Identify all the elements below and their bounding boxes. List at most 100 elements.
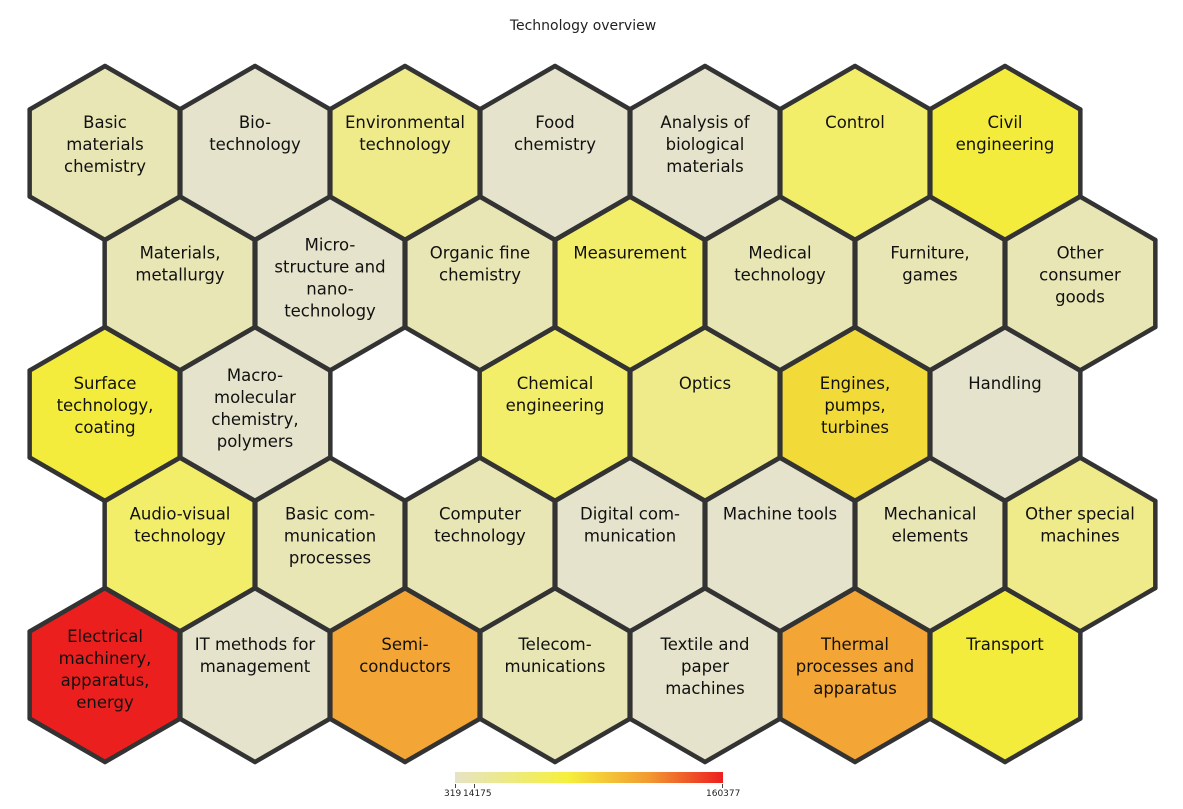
hex-label-line: Computer bbox=[439, 505, 521, 524]
hex-label-handling: Handling bbox=[968, 374, 1042, 393]
group-border-segment bbox=[627, 585, 708, 634]
hex-label-thermal-processes-and-apparatus: Thermal processes and apparatus bbox=[796, 635, 914, 698]
hex-label-line: coating bbox=[74, 418, 135, 437]
group-border-segment bbox=[252, 585, 333, 634]
hex-label-line: elements bbox=[892, 527, 969, 546]
hex-label-line: processes and bbox=[796, 657, 914, 676]
hex-label-micro-structure-and-nano-technology: Micro-structure and nano-technology bbox=[274, 236, 385, 321]
hex-label-line: structure and bbox=[274, 258, 385, 277]
hex-label-basic-com-munication-processes: Basic com-munication processes bbox=[284, 505, 376, 568]
group-border-segment bbox=[852, 63, 933, 112]
hex-label-electrical-machinery-apparatus-energy: Electrical machinery, apparatus, energy bbox=[59, 627, 152, 712]
hex-label-audio-visual-technology: Audio-visual technology bbox=[130, 505, 231, 546]
group-border-segment bbox=[477, 324, 558, 373]
hex-label-line: technology bbox=[734, 266, 826, 285]
group-border-segment bbox=[252, 194, 333, 243]
group-border-segment bbox=[552, 455, 633, 504]
hex-label-materials-metallurgy: Materials, metallurgy bbox=[135, 244, 224, 285]
group-border-segment bbox=[1002, 63, 1083, 112]
hex-label-line: munication bbox=[284, 527, 376, 546]
hex-label-line: Bio- bbox=[239, 113, 271, 132]
hex-label-line: technology bbox=[284, 302, 376, 321]
group-border-segment bbox=[552, 716, 633, 765]
group-border-segment bbox=[927, 455, 1008, 504]
hex-label-line: goods bbox=[1055, 288, 1105, 307]
hex-label-line: management bbox=[200, 657, 311, 676]
group-border-segment bbox=[327, 63, 408, 112]
hex-label-line: Optics bbox=[679, 374, 731, 393]
group-border-segment bbox=[102, 585, 183, 634]
group-border-segment bbox=[477, 63, 558, 112]
group-border-segment bbox=[627, 63, 708, 112]
group-border-segment bbox=[477, 455, 558, 504]
group-border-segment bbox=[327, 324, 408, 373]
hex-label-line: Organic fine bbox=[430, 244, 530, 263]
group-border-segment bbox=[1002, 194, 1083, 243]
hex-label-line: Macro- bbox=[227, 366, 283, 385]
hex-label-line: turbines bbox=[821, 418, 889, 437]
group-border-segment bbox=[477, 716, 558, 765]
hex-label-macro-molecular-chemistry-polymers: Macro-molecular chemistry, polymers bbox=[211, 366, 298, 451]
group-border-segment bbox=[102, 194, 183, 243]
hex-label-line: machinery, bbox=[59, 649, 152, 668]
hex-label-other-special-machines: Other special machines bbox=[1025, 505, 1135, 546]
hex-label-line: munication bbox=[584, 527, 676, 546]
group-border-segment bbox=[177, 63, 258, 112]
group-border-segment bbox=[27, 194, 108, 243]
hex-label-line: engineering bbox=[506, 396, 605, 415]
hex-label-line: conductors bbox=[359, 657, 451, 676]
hex-label-optics: Optics bbox=[679, 374, 731, 393]
group-border-segment bbox=[327, 455, 408, 504]
hex-label-line: Audio-visual bbox=[130, 505, 231, 524]
hex-label-line: Micro- bbox=[305, 236, 356, 255]
hex-label-line: Basic bbox=[83, 113, 127, 132]
hex-label-line: Telecom- bbox=[517, 635, 591, 654]
hex-label-line: materials bbox=[66, 135, 143, 154]
hex-label-civil-engineering: Civil engineering bbox=[956, 113, 1055, 154]
hex-label-line: chemistry bbox=[514, 135, 596, 154]
group-border-segment bbox=[177, 324, 258, 373]
hex-label-analysis-of-biological-materials: Analysis of biological materials bbox=[660, 113, 750, 176]
legend-max-label: 160377 bbox=[706, 789, 741, 799]
hex-label-line: Handling bbox=[968, 374, 1042, 393]
hex-label-line: technology bbox=[434, 527, 526, 546]
hex-label-line: IT methods for bbox=[195, 635, 316, 654]
hex-label-line: Environmental bbox=[345, 113, 465, 132]
group-border-segment bbox=[27, 63, 108, 112]
group-border-segment bbox=[252, 63, 333, 112]
group-border-segment bbox=[702, 63, 783, 112]
hex-label-line: pumps, bbox=[824, 396, 885, 415]
hex-label-line: Materials, bbox=[140, 244, 221, 263]
hex-label-line: games bbox=[902, 266, 957, 285]
group-border-segment bbox=[252, 455, 333, 504]
hex-label-line: technology bbox=[134, 527, 226, 546]
hex-label-other-consumer-goods: Other consumer goods bbox=[1039, 244, 1121, 307]
group-border-segment bbox=[927, 324, 1008, 373]
hex-label-line: Thermal bbox=[820, 635, 889, 654]
group-border-segment bbox=[777, 324, 858, 373]
hex-label-semi-conductors: Semi-conductors bbox=[359, 635, 451, 676]
group-border-segment bbox=[102, 63, 183, 112]
hex-label-line: molecular bbox=[214, 388, 296, 407]
hex-label-line: Furniture, bbox=[890, 244, 969, 263]
hex-label-it-methods-for-management: IT methods for management bbox=[195, 635, 316, 676]
hex-label-bio-technology: Bio-technology bbox=[209, 113, 301, 154]
group-border-segment bbox=[552, 194, 633, 243]
hex-label-line: Basic com- bbox=[285, 505, 375, 524]
group-border-segment bbox=[927, 194, 1008, 243]
group-border-segment bbox=[852, 455, 933, 504]
hex-label-control: Control bbox=[825, 113, 885, 132]
hex-label-line: apparatus, bbox=[61, 671, 150, 690]
hex-label-line: Engines, bbox=[820, 374, 890, 393]
hex-label-line: metallurgy bbox=[135, 266, 224, 285]
group-border-segment bbox=[627, 194, 708, 243]
group-border-segment bbox=[777, 455, 858, 504]
hex-label-computer-technology: Computer technology bbox=[434, 505, 526, 546]
group-border-segment bbox=[402, 716, 483, 765]
chart-title: Technology overview bbox=[509, 18, 657, 34]
group-border-segment bbox=[702, 324, 783, 373]
group-border-segment bbox=[852, 324, 933, 373]
hex-label-line: materials bbox=[666, 157, 743, 176]
group-border-segment bbox=[552, 324, 633, 373]
group-border-segment bbox=[402, 455, 483, 504]
